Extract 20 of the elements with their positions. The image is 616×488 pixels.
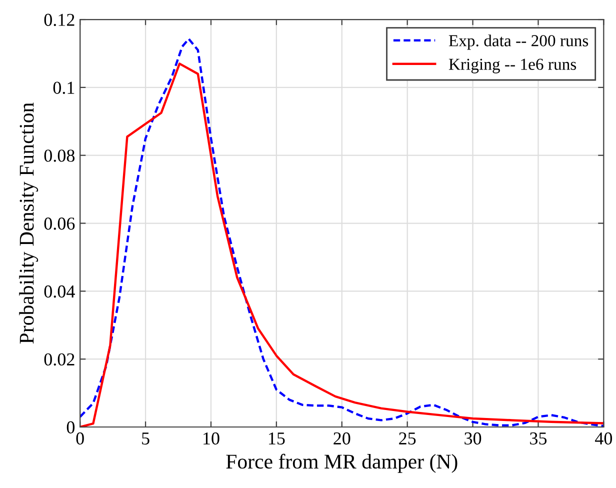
x-tick-label: 5 (142, 432, 150, 445)
legend-label: Exp. data -- 200 runs (448, 34, 588, 50)
y-axis-title: Probability Density Function (19, 102, 38, 344)
x-tick-label: 40 (595, 432, 612, 445)
x-tick-label: 0 (76, 432, 84, 445)
x-tick-label: 25 (399, 432, 416, 445)
x-tick-label: 30 (464, 432, 482, 445)
y-tick-label: 0.02 (44, 353, 74, 366)
x-tick-label: 10 (204, 432, 220, 445)
y-tick-label: 0.08 (44, 150, 75, 162)
y-tick-label: 0.1 (53, 82, 74, 94)
x-axis-title: Force from MR damper (N) (226, 454, 458, 473)
legend-label: Kriging -- 1e6 runs (448, 58, 576, 74)
x-tick-label: 35 (530, 432, 547, 445)
y-tick-label: 0.04 (44, 285, 75, 298)
y-tick-label: 0.06 (44, 218, 75, 230)
y-tick-label: 0 (66, 421, 75, 434)
y-tick-label: 0.12 (44, 14, 74, 26)
x-tick-label: 20 (334, 432, 350, 445)
x-tick-label: 15 (268, 432, 285, 445)
